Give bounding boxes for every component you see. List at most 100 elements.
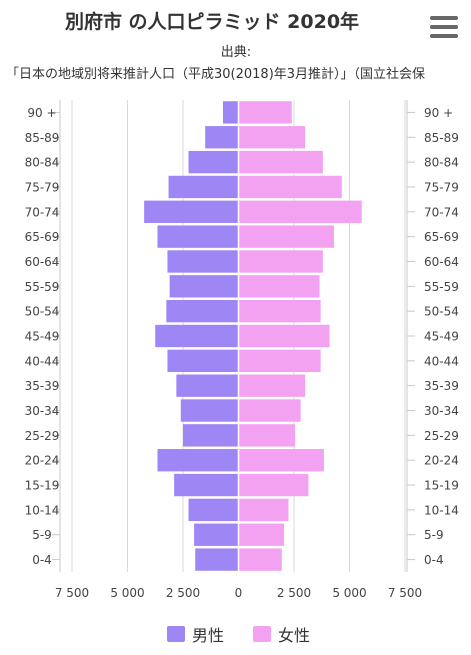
age-label-left: 40-44	[25, 354, 60, 368]
x-tick-label: 0	[235, 586, 243, 600]
age-label-left: 85-89	[25, 131, 60, 145]
age-label-right: 10-14	[424, 503, 459, 517]
chart-title: 別府市 の人口ピラミッド 2020年	[65, 10, 359, 33]
legend: 男性 女性	[167, 626, 310, 645]
age-label-left: 55-59	[25, 280, 60, 294]
age-label-left: 80-84	[25, 156, 60, 170]
age-label-left: 70-74	[25, 205, 60, 219]
age-label-right: 40-44	[424, 354, 459, 368]
hamburger-menu-icon[interactable]	[430, 16, 458, 40]
bar-male-60-64[interactable]	[167, 250, 239, 273]
bar-female-15-19[interactable]	[238, 473, 309, 497]
bars-group	[144, 100, 362, 572]
bar-female-85-89[interactable]	[238, 126, 306, 149]
bar-male-85-89[interactable]	[205, 126, 239, 149]
bar-male-5-9[interactable]	[194, 523, 239, 546]
age-label-left: 45-49	[25, 330, 60, 344]
legend-swatch-女性[interactable]	[253, 626, 271, 642]
age-label-left: 50-54	[25, 305, 60, 319]
age-label-right: 50-54	[424, 305, 459, 319]
legend-swatch-男性[interactable]	[167, 626, 185, 642]
legend-label-女性[interactable]: 女性	[278, 626, 310, 645]
bar-female-55-59[interactable]	[238, 275, 320, 298]
x-tick-label: 7 500	[55, 586, 89, 600]
age-label-left: 15-19	[25, 479, 60, 493]
value-axis: 7 500 5 000 2 500 0 2 500 5 000 7 500	[55, 586, 422, 600]
age-label-right: 65-69	[424, 230, 459, 244]
age-label-right: 5-9	[424, 528, 444, 542]
age-label-right: 15-19	[424, 479, 459, 493]
bar-male-40-44[interactable]	[167, 349, 239, 373]
legend-label-男性[interactable]: 男性	[192, 626, 224, 645]
bar-female-90 +[interactable]	[238, 101, 292, 124]
x-tick-label: 2 500	[166, 586, 200, 600]
bar-male-65-69[interactable]	[157, 225, 239, 248]
bar-female-20-24[interactable]	[238, 449, 324, 472]
age-label-left: 5-9	[32, 528, 52, 542]
bar-male-50-54[interactable]	[166, 299, 239, 323]
age-label-left: 0-4	[32, 553, 52, 567]
bar-female-40-44[interactable]	[238, 349, 321, 373]
age-label-right: 55-59	[424, 280, 459, 294]
age-label-right: 85-89	[424, 131, 459, 145]
bar-male-35-39[interactable]	[176, 374, 239, 397]
age-label-left: 90 +	[27, 106, 56, 120]
bar-male-15-19[interactable]	[174, 473, 239, 497]
bar-male-55-59[interactable]	[169, 275, 239, 298]
age-label-right: 20-24	[424, 454, 459, 468]
bar-male-25-29[interactable]	[183, 424, 239, 447]
bar-male-0-4[interactable]	[195, 548, 239, 571]
age-label-left: 20-24	[25, 454, 60, 468]
bar-female-50-54[interactable]	[238, 299, 321, 323]
bar-female-10-14[interactable]	[238, 498, 289, 522]
age-axis-left: 90 + 85-89 80-84 75-79 70-74 65-69 60-64 55-59 5…	[25, 100, 61, 572]
bar-female-70-74[interactable]	[238, 200, 362, 223]
age-label-left: 60-64	[25, 255, 60, 269]
menu-line	[430, 25, 458, 29]
age-label-right: 35-39	[424, 379, 459, 393]
x-tick-label: 5 000	[110, 586, 144, 600]
x-tick-label: 7 500	[388, 586, 422, 600]
bar-female-0-4[interactable]	[238, 548, 282, 571]
x-tick-label: 5 000	[332, 586, 366, 600]
age-label-left: 25-29	[25, 429, 60, 443]
age-label-right: 25-29	[424, 429, 459, 443]
age-axis-right: 90 + 85-89 80-84 75-79 70-74 65-69 60-64 55-59 5…	[406, 100, 459, 572]
menu-line	[430, 34, 458, 38]
age-label-right: 30-34	[424, 404, 459, 418]
bar-female-30-34[interactable]	[238, 399, 301, 422]
menu-line	[430, 16, 458, 20]
bar-male-70-74[interactable]	[144, 200, 239, 223]
age-label-left: 35-39	[25, 379, 60, 393]
bar-male-30-34[interactable]	[180, 399, 239, 422]
bar-female-80-84[interactable]	[238, 150, 323, 174]
x-tick-label: 2 500	[277, 586, 311, 600]
chart-subtitle-source: 出典:	[221, 45, 251, 60]
bar-male-20-24[interactable]	[157, 449, 239, 472]
age-label-right: 90 +	[424, 106, 453, 120]
bar-male-80-84[interactable]	[188, 150, 239, 174]
age-label-right: 0-4	[424, 553, 444, 567]
age-label-left: 10-14	[25, 503, 60, 517]
age-label-right: 45-49	[424, 330, 459, 344]
bar-female-45-49[interactable]	[238, 324, 330, 348]
bar-female-25-29[interactable]	[238, 424, 296, 447]
bar-female-75-79[interactable]	[238, 175, 342, 199]
bar-female-5-9[interactable]	[238, 523, 285, 546]
bar-male-10-14[interactable]	[188, 498, 239, 522]
bar-male-90 +[interactable]	[222, 101, 239, 124]
age-label-left: 75-79	[25, 180, 60, 194]
age-label-left: 65-69	[25, 230, 60, 244]
bar-male-75-79[interactable]	[168, 175, 239, 199]
age-label-right: 75-79	[424, 180, 459, 194]
bar-female-65-69[interactable]	[238, 225, 334, 248]
bar-female-35-39[interactable]	[238, 374, 306, 397]
age-label-right: 70-74	[424, 205, 459, 219]
age-label-right: 60-64	[424, 255, 459, 269]
chart-subtitle-reference: 「日本の地域別将来推計人口（平成30(2018)年3月推計）」（国立社会保	[6, 66, 425, 82]
bar-male-45-49[interactable]	[155, 324, 239, 348]
bar-female-60-64[interactable]	[238, 250, 323, 273]
age-label-left: 30-34	[25, 404, 60, 418]
age-label-right: 80-84	[424, 156, 459, 170]
